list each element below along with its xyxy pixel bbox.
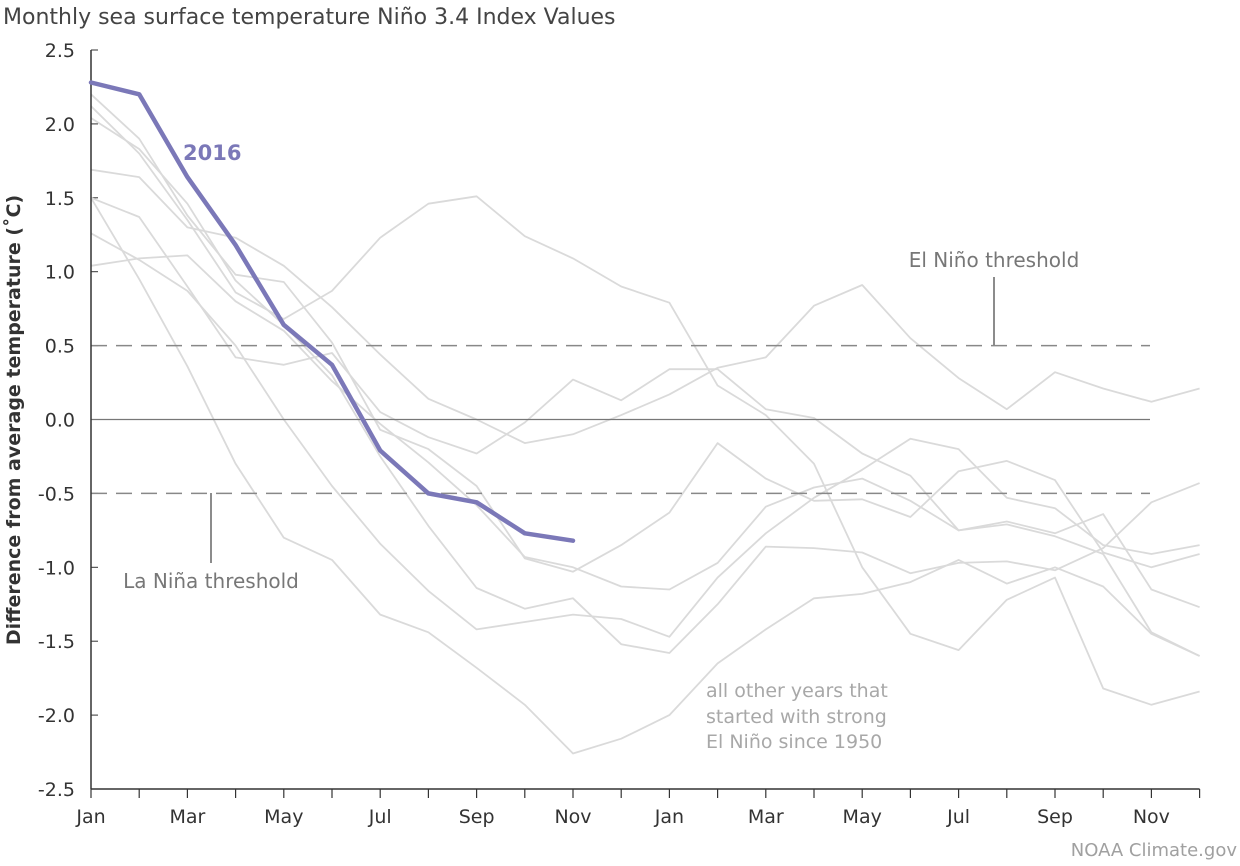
- x-tick-label: Jul: [946, 806, 970, 828]
- x-tick-label: Jul: [368, 806, 392, 828]
- x-tick-label: Nov: [1133, 806, 1170, 828]
- la-nina-threshold-label: La Niña threshold: [123, 569, 299, 593]
- x-tick-label: Mar: [169, 806, 205, 828]
- highlight-series: [88, 80, 576, 543]
- background-series-line: [90, 197, 1200, 755]
- x-tick-label: Jan: [654, 806, 684, 828]
- background-series-line: [90, 168, 1200, 445]
- background-series-line: [90, 196, 1200, 609]
- x-tick-label: Jan: [75, 806, 105, 828]
- x-tick-label: Sep: [1037, 806, 1073, 828]
- y-tick-label: 0.5: [45, 336, 75, 358]
- background-series-line: [90, 117, 1200, 654]
- background-series-line: [90, 254, 1200, 657]
- y-tick-label: 1.5: [45, 188, 75, 210]
- y-tick-label: -2.5: [38, 779, 75, 801]
- x-tick-label: Nov: [554, 806, 591, 828]
- highlight-series-line: [88, 80, 576, 543]
- background-series-line: [90, 232, 1200, 638]
- x-tick-label: Sep: [459, 806, 495, 828]
- background-series: [90, 93, 1200, 755]
- x-tick-label: Mar: [748, 806, 784, 828]
- y-tick-label: -1.5: [38, 631, 75, 653]
- chart-title: Monthly sea surface temperature Niño 3.4…: [3, 5, 616, 30]
- el-nino-threshold-label: El Niño threshold: [909, 248, 1080, 272]
- y-axis-label: Difference from average temperature (˚C): [2, 195, 25, 645]
- y-tick-label: -0.5: [38, 483, 75, 505]
- y-tick-label: 2.5: [45, 40, 75, 62]
- y-tick-label: 1.0: [45, 262, 75, 284]
- annotation-line-1: all other years that: [706, 680, 888, 702]
- highlight-series-label: 2016: [183, 141, 241, 165]
- background-series-line: [90, 93, 1200, 573]
- y-tick-label: 2.0: [45, 114, 75, 136]
- x-tick-labels: Jan Mar May Jul Sep Nov Jan Mar May Jul Sep Nov: [75, 806, 1170, 828]
- y-tick-label: -1.0: [38, 557, 75, 579]
- credit: NOAA Climate.gov: [1071, 840, 1238, 861]
- y-tick-labels: 2.5 2.0 1.5 1.0 0.5 0.0 -0.5 -1.0 -1.5 -2.0 -2.5: [38, 40, 98, 801]
- y-tick-label: -2.0: [38, 705, 75, 727]
- annotation-line-2: started with strong: [706, 706, 887, 728]
- reference-lines: [91, 344, 1150, 495]
- annotation-line-3: El Niño since 1950: [706, 731, 882, 753]
- y-tick-label: 0.0: [45, 410, 75, 432]
- x-tick-label: May: [264, 806, 303, 828]
- x-tick-label: May: [843, 806, 882, 828]
- axes: [90, 50, 1201, 798]
